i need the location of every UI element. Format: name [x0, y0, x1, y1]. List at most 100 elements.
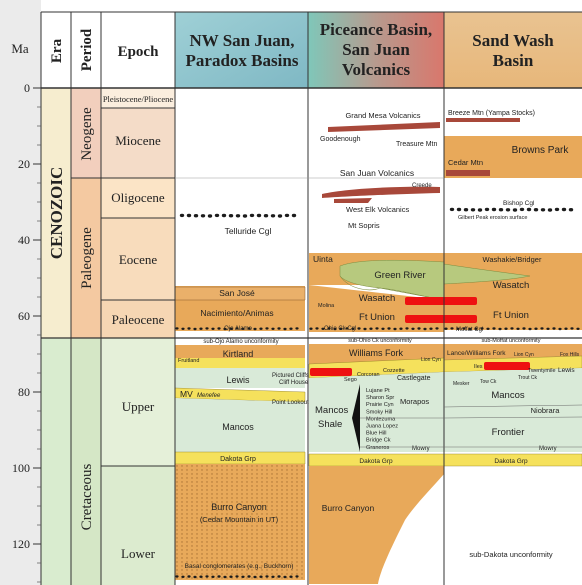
pebble: [187, 327, 191, 330]
pebble: [333, 327, 337, 331]
pebble: [179, 213, 185, 218]
ma-tick-label: 0: [24, 81, 30, 95]
pebble: [387, 327, 391, 330]
pebble: [309, 327, 313, 330]
col3-frontier-label: Frontier: [492, 427, 525, 438]
pebble: [277, 214, 283, 218]
col2-west-elk-volcanic: [334, 198, 372, 203]
era-cenozoic-label: CENOZOIC: [47, 167, 66, 260]
col2-williams-fork-label: Williams Fork: [349, 348, 403, 358]
pebble: [450, 327, 454, 330]
pebble: [193, 575, 197, 579]
pebble: [498, 327, 502, 331]
col3-sub-moffat-label: sub-Moffat unconformity: [482, 338, 541, 344]
col2-shale-member: Montezuma: [366, 416, 396, 422]
col2-mancos-bedding: [360, 417, 444, 448]
pebble: [468, 327, 472, 331]
pebble: [181, 575, 185, 578]
col3-ft-union-unit: [444, 300, 582, 330]
header-col2-bg: [308, 12, 444, 88]
pebble: [217, 575, 221, 578]
epoch-eocene: Eocene: [119, 252, 157, 267]
pebble: [259, 575, 263, 578]
pebble: [321, 327, 325, 330]
col1-fruitland-band: [175, 358, 305, 368]
col3-mancos-bedding: [443, 404, 582, 448]
col2-shale-member: Sharon Spr: [366, 395, 394, 401]
red-highlight-bars: [310, 297, 530, 376]
col2-ft-union-unit: [309, 300, 444, 332]
col3-browns-park-label: Browns Park: [512, 145, 570, 156]
pebble: [369, 327, 373, 330]
pebble: [187, 575, 191, 578]
pebble: [540, 327, 544, 330]
pebble: [492, 327, 496, 330]
era-cenozoic-cell: [41, 88, 71, 338]
col3-iles-label: Iles: [474, 364, 483, 370]
ma-axis: 0 20 40 60 80 100 120: [12, 81, 41, 583]
col2-grand-mesa-volcanic: [328, 122, 440, 132]
pebble: [229, 575, 233, 578]
pebble: [480, 327, 484, 330]
pebble: [516, 327, 520, 330]
col3-moffat-label: Moffat Cgl: [456, 327, 483, 333]
col3-washakie-label: Washakie/Bridger: [483, 255, 542, 264]
pebble: [315, 327, 319, 330]
col3-cedar-mtn-label: Cedar Mtn: [448, 158, 483, 167]
col3-fox-hills-label: Fox Hills: [560, 352, 580, 358]
ma-tick-label: 20: [18, 157, 30, 171]
col3-wasatch-label: Wasatch: [493, 280, 530, 291]
period-neogene-cell: [71, 88, 101, 178]
pebble: [546, 327, 550, 330]
period-neogene-label: Neogene: [79, 107, 95, 161]
col1-telluride-label: Telluride Cgl: [225, 226, 272, 236]
epoch-lower: Lower: [121, 546, 156, 561]
period-cretaceous-cell: [71, 338, 101, 585]
col3-gilbert-label: Gilbert Peak erosion surface: [458, 215, 527, 221]
pebble: [504, 327, 508, 330]
pebble: [522, 327, 526, 330]
col2-treasure-mtn-label: Treasure Mtn: [396, 141, 437, 148]
pebble: [235, 575, 239, 578]
col3-dakota-label: Dakota Grp: [494, 458, 528, 465]
col2-shale-member: Juana Lopez: [366, 424, 398, 430]
pebble: [283, 575, 287, 579]
pebble: [519, 207, 525, 212]
col3-mowry-label: Mowry: [539, 446, 557, 452]
pebble: [484, 207, 490, 212]
epoch-miocene: Miocene: [115, 133, 161, 148]
col3-sub-dakota-label: sub-Dakota unconformity: [469, 550, 553, 559]
pebble: [199, 327, 203, 330]
red-bar-3: [310, 368, 352, 376]
pebble: [411, 327, 415, 330]
pebble: [193, 214, 199, 218]
col3-ft-union-label: Ft Union: [493, 310, 529, 321]
epoch-paleocene: Paleocene: [112, 312, 165, 327]
col2-dakota-label: Dakota Grp: [359, 458, 393, 465]
pebble: [242, 214, 248, 218]
col3-tow-ck-label: Tow Ck: [480, 379, 497, 385]
col2-burro-canyon-unit: [309, 466, 444, 584]
col2-uinta-label: Uinta: [313, 254, 333, 264]
pebble: [295, 327, 299, 330]
pebble: [211, 327, 215, 330]
ma-tick-label: 80: [18, 385, 30, 399]
col3-units: [443, 118, 582, 467]
col3-mesker-label: Mesker: [453, 381, 470, 387]
epoch-upper: Upper: [122, 399, 155, 414]
col2-green-river-label: Green River: [374, 270, 425, 281]
col1-menefee-label: Menefee: [197, 393, 221, 399]
col2-molina-label: Molina: [318, 303, 335, 309]
period-paleogene-label: Paleogene: [79, 227, 95, 289]
pebble: [417, 327, 421, 330]
pebble: [193, 327, 197, 331]
epoch-pleistocene: Pleistocene/Pliocene: [103, 94, 174, 104]
pebble: [547, 208, 553, 212]
col2-mancos-label: Mancos: [315, 405, 349, 416]
col2-morapos-label: Morapos: [400, 397, 429, 406]
ma-tick-label: 40: [18, 233, 30, 247]
header-col1-line2: Paradox Basins: [186, 51, 299, 70]
pebble: [263, 214, 269, 218]
pebble: [271, 575, 275, 578]
